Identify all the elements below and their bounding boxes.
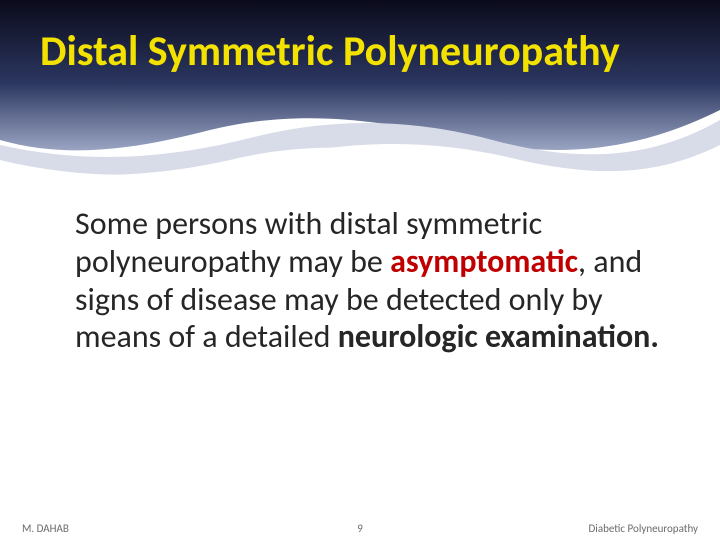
footer-topic: Diabetic Polyneuropathy: [589, 522, 698, 535]
slide: Distal Symmetric Polyneuropathy Some per…: [0, 0, 720, 540]
footer-author: M. DAHAB: [22, 522, 69, 535]
body-paragraph: Some persons with distal symmetric polyn…: [75, 205, 660, 356]
body-segment-1: asymptomatic: [390, 242, 578, 281]
slide-title: Distal Symmetric Polyneuropathy: [40, 30, 700, 74]
body-segment-3: neurologic examination.: [338, 317, 659, 356]
footer-page-number: 9: [357, 522, 363, 535]
